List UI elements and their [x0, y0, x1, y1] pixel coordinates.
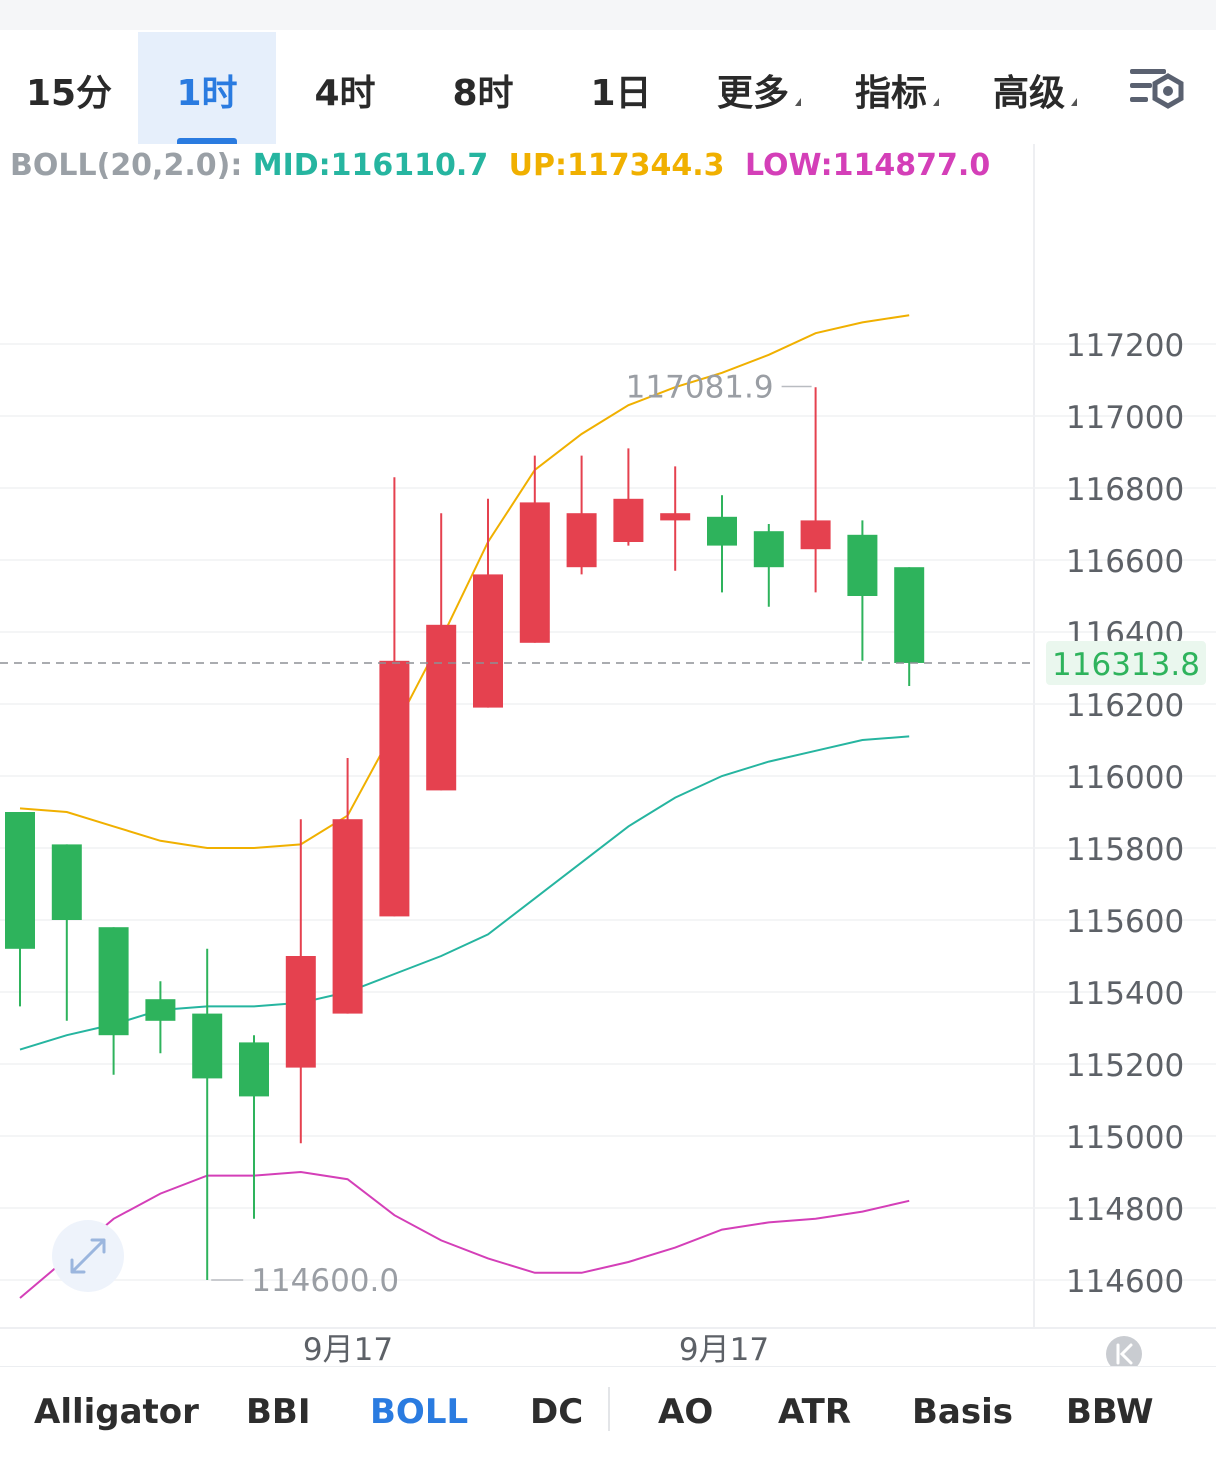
y-tick-label: 117200 — [1066, 328, 1184, 364]
x-axis-label: 9月17 — [303, 1332, 393, 1366]
y-tick-label: 116200 — [1066, 688, 1184, 724]
current-price-badge — [1046, 641, 1206, 686]
legend-low: LOW:114877.0 — [744, 148, 991, 183]
boll-low-line — [19, 1170, 910, 1299]
scroll-latest-icon[interactable] — [1106, 1336, 1142, 1366]
legend-up: UP:117344.3 — [508, 148, 725, 183]
candle-body — [519, 502, 550, 643]
chart-settings-icon[interactable] — [1128, 66, 1188, 114]
candle-body — [51, 844, 82, 920]
candle-body — [426, 624, 457, 791]
candle-body — [660, 513, 691, 521]
tab-15m[interactable]: 15分 — [25, 73, 113, 114]
tab-dc[interactable]: DC — [530, 1392, 584, 1432]
y-tick-label: 116800 — [1066, 472, 1184, 508]
expand-icon[interactable] — [52, 1220, 124, 1292]
candle-body — [800, 520, 831, 550]
y-tick-label: 114600 — [1066, 1264, 1184, 1300]
y-tick-label: 115200 — [1066, 1048, 1184, 1084]
candle-body — [192, 1013, 223, 1079]
tab-boll[interactable]: BOLL — [370, 1392, 469, 1432]
candle-body — [473, 574, 503, 708]
tab-divider — [608, 1387, 610, 1431]
candle-body — [379, 660, 410, 917]
y-tick-label: 116600 — [1066, 544, 1184, 580]
candlestick-chart[interactable]: 1172001170001168001166001164001162001160… — [0, 144, 1216, 1366]
candle-body — [239, 1042, 269, 1097]
high-marker-label: 117081.9 — [626, 370, 774, 406]
timeframe-toolbar: 15分 1时 4时 8时 1日 更多 指标 高级 — [0, 32, 1216, 144]
candle-body — [332, 819, 363, 1014]
caret-icon — [933, 98, 939, 106]
top-strip — [0, 0, 1216, 30]
caret-icon — [1071, 98, 1077, 106]
tab-1d[interactable]: 1日 — [590, 73, 652, 114]
y-tick-label: 115000 — [1066, 1120, 1184, 1156]
boll-legend: BOLL(20,2.0): MID:116110.7 UP:117344.3 L… — [10, 148, 990, 183]
legend-name: BOLL(20,2.0): — [10, 148, 243, 183]
y-tick-label: 114800 — [1066, 1192, 1184, 1228]
x-axis-label: 9月17 — [679, 1332, 769, 1366]
candle-body — [894, 567, 925, 663]
tab-4h[interactable]: 4时 — [314, 73, 376, 114]
candle-body — [753, 531, 784, 568]
indicator-tab-bar: Alligator BBI BOLL DC AO ATR Basis BBW — [0, 1366, 1216, 1457]
y-tick-label: 115800 — [1066, 832, 1184, 868]
candle-body — [613, 498, 644, 542]
tab-basis[interactable]: Basis — [912, 1392, 1013, 1432]
tab-bbi[interactable]: BBI — [246, 1392, 311, 1432]
y-tick-label: 115400 — [1066, 976, 1184, 1012]
tab-more[interactable]: 更多 — [690, 32, 828, 144]
y-tick-label: 117000 — [1066, 400, 1184, 436]
tab-1h[interactable]: 1时 — [138, 32, 276, 144]
boll-up-line — [19, 314, 910, 849]
tab-advanced[interactable]: 高级 — [966, 32, 1104, 144]
tab-indicators[interactable]: 指标 — [828, 32, 966, 144]
tab-ao[interactable]: AO — [658, 1392, 714, 1432]
tab-atr[interactable]: ATR — [778, 1392, 852, 1432]
y-tick-label: 115600 — [1066, 904, 1184, 940]
candle-body — [847, 534, 878, 596]
caret-icon — [795, 98, 801, 106]
candle-body — [5, 812, 35, 949]
candle-body — [145, 999, 176, 1021]
tab-alligator[interactable]: Alligator — [34, 1392, 199, 1432]
tab-bbw[interactable]: BBW — [1066, 1392, 1154, 1432]
candle-body — [98, 927, 129, 1036]
candle-body — [566, 513, 597, 568]
tab-8h[interactable]: 8时 — [452, 73, 514, 114]
low-marker-label: 114600.0 — [251, 1263, 399, 1299]
current-price-label: 116313.8 — [1052, 647, 1200, 683]
y-tick-label: 116000 — [1066, 760, 1184, 796]
candle-body — [285, 956, 316, 1068]
legend-mid: MID:116110.7 — [252, 148, 489, 183]
candle-body — [707, 516, 737, 546]
